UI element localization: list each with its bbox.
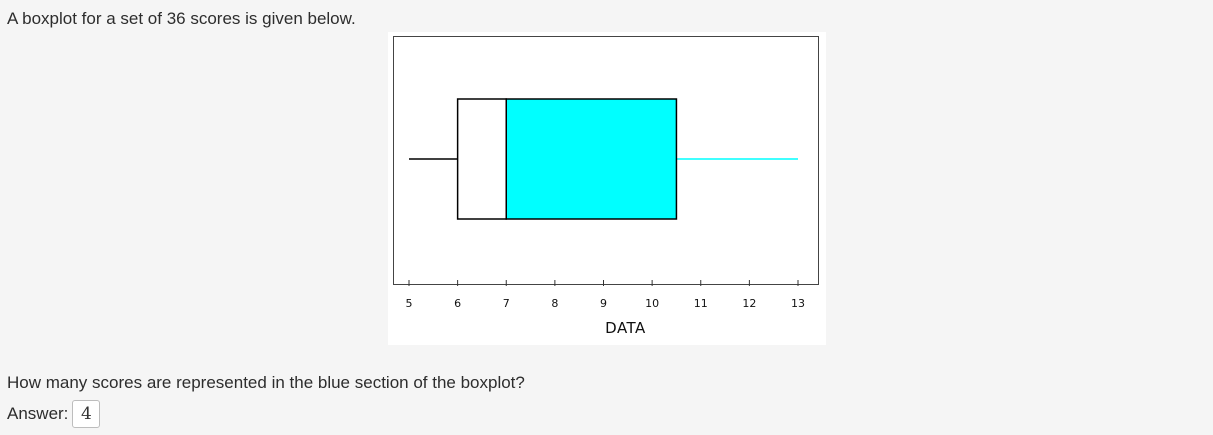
box-upper-section-blue — [505, 98, 678, 220]
plot-frame — [393, 36, 819, 285]
x-tick-label: 9 — [600, 297, 607, 310]
boxplot-figure: 5 6 7 8 9 10 11 12 13 DATA — [388, 32, 826, 345]
answer-label: Answer: — [7, 404, 69, 423]
x-tick-label: 13 — [791, 297, 805, 310]
x-tick-label: 6 — [454, 297, 461, 310]
answer-row: Answer: — [7, 398, 101, 430]
x-tick-label: 5 — [406, 297, 413, 310]
answer-input[interactable] — [72, 400, 101, 428]
x-tick-label: 12 — [742, 297, 756, 310]
x-tick-label: 11 — [694, 297, 708, 310]
x-tick-label: 8 — [551, 297, 558, 310]
box-lower-section — [456, 98, 507, 220]
x-axis-title: DATA — [605, 319, 646, 337]
question-intro: A boxplot for a set of 36 scores is give… — [7, 9, 356, 28]
x-tick-label: 10 — [645, 297, 659, 310]
x-tick-label: 7 — [503, 297, 510, 310]
question-prompt: How many scores are represented in the b… — [7, 373, 525, 392]
boxplot-chart: 5 6 7 8 9 10 11 12 13 DATA — [393, 36, 819, 337]
